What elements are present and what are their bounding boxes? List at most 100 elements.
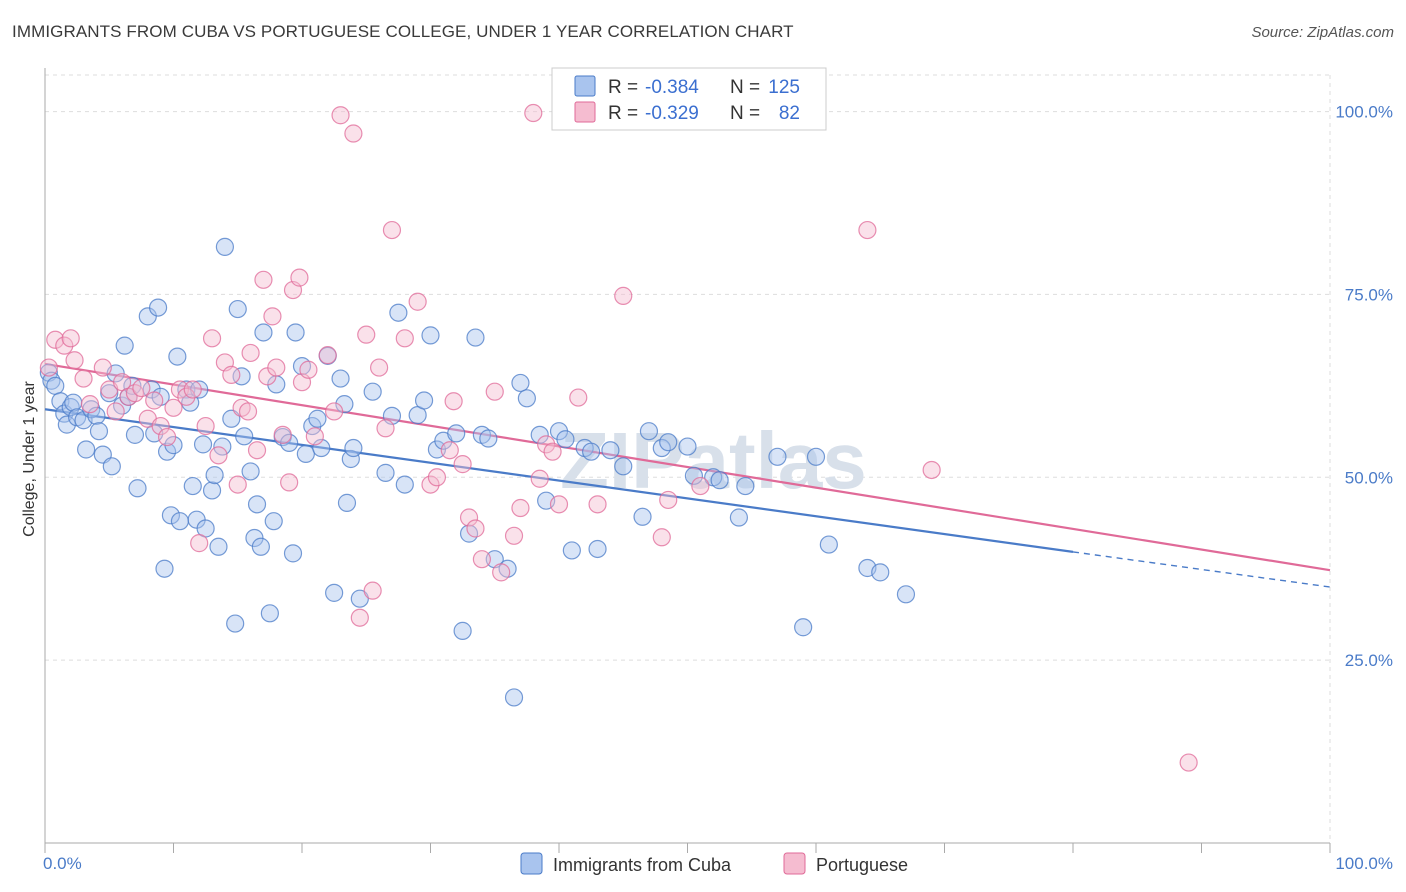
chart-title: IMMIGRANTS FROM CUBA VS PORTUGUESE COLLE… [12,22,794,41]
portuguese-point-51 [370,358,389,377]
cuba-point-73 [337,493,357,512]
bottom-legend-swatch-cuba [520,852,543,875]
watermark-text: ZIPatlas [560,416,867,505]
cuba-point-116 [736,476,755,496]
portuguese-point-9 [106,402,125,421]
cuba-point-72 [335,395,354,414]
legend-n-value-portuguese: 82 [779,103,800,124]
portuguese-point-31 [241,343,260,363]
cuba-point-12 [87,406,106,425]
cuba-point-100 [556,430,575,449]
cuba-point-31 [161,506,181,525]
cuba-point-46 [215,237,234,256]
cuba-point-37 [183,476,202,496]
cuba-point-23 [128,479,147,498]
cuba-point-71 [331,369,350,388]
legend-r-label-portuguese: R = [608,103,638,124]
y-tick-label-75: 75.0% [1345,285,1393,304]
cuba-point-96 [517,389,536,408]
cuba-point-115 [729,508,749,527]
portuguese-point-50 [363,581,382,600]
cuba-point-27 [148,298,168,317]
portuguese-point-58 [440,441,459,460]
legend-r-value-portuguese: -0.329 [645,103,699,124]
bottom-legend: Immigrants from Cuba Portuguese [520,852,908,875]
portuguese-point-17 [157,427,177,447]
portuguese-point-53 [382,220,402,240]
portuguese-point-13 [132,378,151,398]
y-tick-label-100: 100.0% [1335,103,1393,122]
portuguese-point-46 [331,106,350,125]
portuguese-point-24 [202,329,222,348]
cuba-point-101 [562,541,581,560]
cuba-point-30 [157,442,177,461]
portuguese-point-23 [196,416,215,436]
portuguese-point-15 [145,391,164,410]
portuguese-point-0 [39,358,58,377]
cuba-point-76 [350,589,369,608]
cuba-point-65 [296,444,315,463]
portuguese-point-54 [395,329,414,348]
legend-n-label-cuba: N = [730,77,760,98]
cuba-point-87 [447,424,466,443]
cuba-point-107 [633,507,652,526]
cuba-point-40 [193,435,213,454]
portuguese-point-81 [1179,753,1198,772]
portuguese-point-64 [485,382,504,401]
bottom-legend-swatch-portuguese [783,852,806,875]
portuguese-point-62 [466,519,485,538]
cuba-point-63 [286,323,305,342]
legend-swatch-cuba [574,75,596,97]
cuba-point-111 [678,437,697,456]
cuba-point-48 [226,614,245,633]
cuba-point-33 [168,347,187,366]
portuguese-point-22 [190,534,209,553]
portuguese-point-20 [177,387,196,406]
cuba-point-67 [308,409,327,428]
cuba-point-51 [235,427,254,446]
cuba-point-83 [414,391,434,410]
portuguese-point-76 [652,528,671,547]
cuba-point-92 [479,429,498,448]
cuba-point-120 [819,535,838,554]
cuba-point-90 [466,328,485,347]
cuba-point-122 [871,563,890,582]
cuba-point-34 [170,512,190,531]
cuba-point-75 [344,438,363,458]
cuba-point-13 [89,422,109,441]
portuguese-point-60 [453,455,472,474]
portuguese-point-75 [614,286,633,305]
portuguese-point-18 [164,398,183,417]
cuba-point-114 [710,471,729,490]
portuguese-point-2 [55,336,74,355]
portuguese-point-6 [80,395,100,414]
portuguese-point-27 [222,365,241,384]
portuguese-point-69 [530,469,549,488]
portuguese-point-47 [344,124,363,143]
cuba-point-110 [659,433,678,452]
cuba-point-22 [125,425,145,444]
cuba-point-45 [213,437,232,456]
portuguese-point-44 [318,346,337,365]
cuba-point-77 [363,382,382,401]
portuguese-point-74 [588,495,607,514]
cuba-point-29 [155,559,174,578]
cuba-point-97 [530,425,549,444]
cuba-point-57 [260,604,279,623]
chart-source: Source: ZipAtlas.com [1251,24,1394,41]
cuba-point-123 [896,585,916,604]
cuba-point-68 [312,438,331,458]
portuguese-point-4 [65,351,84,370]
cuba-point-42 [202,481,222,500]
portuguese-point-40 [290,268,309,287]
portuguese-point-72 [549,495,569,514]
portuguese-point-7 [93,358,112,377]
portuguese-point-56 [421,475,440,494]
cuba-point-95 [511,373,530,393]
cuba-point-44 [209,537,228,556]
portuguese-point-68 [524,103,543,123]
x-tick-label-max: 100.0% [1335,854,1393,873]
portuguese-point-67 [511,498,530,518]
portuguese-point-16 [151,416,170,436]
cuba-point-49 [228,299,247,319]
